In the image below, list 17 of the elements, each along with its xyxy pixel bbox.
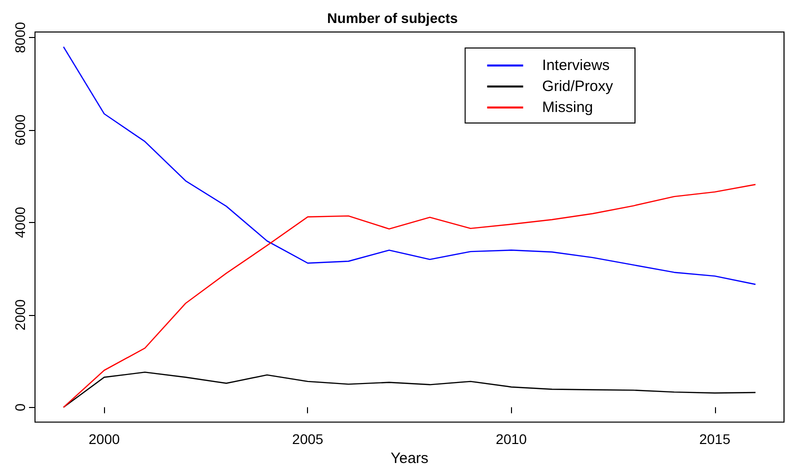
legend-label: Grid/Proxy bbox=[542, 78, 614, 95]
line-series bbox=[62, 46, 756, 285]
x-tick-label: 2005 bbox=[292, 431, 324, 448]
x-tick-label: 2010 bbox=[496, 431, 528, 448]
y-tick-label: 2000 bbox=[12, 299, 28, 330]
line-series bbox=[62, 184, 756, 408]
y-tick-label: 4000 bbox=[12, 206, 28, 238]
chart-title: Number of subjects bbox=[327, 10, 458, 26]
y-tick-label: 8000 bbox=[12, 22, 28, 54]
x-tick-label: 2000 bbox=[88, 431, 120, 448]
line-series bbox=[62, 372, 756, 408]
x-axis-title: Years bbox=[390, 450, 428, 467]
y-tick-label: 6000 bbox=[12, 114, 28, 146]
x-tick-label: 2015 bbox=[699, 431, 731, 448]
legend-label: Interviews bbox=[542, 57, 610, 74]
legend-label: Missing bbox=[542, 99, 594, 116]
y-tick-label: 0 bbox=[12, 403, 28, 412]
